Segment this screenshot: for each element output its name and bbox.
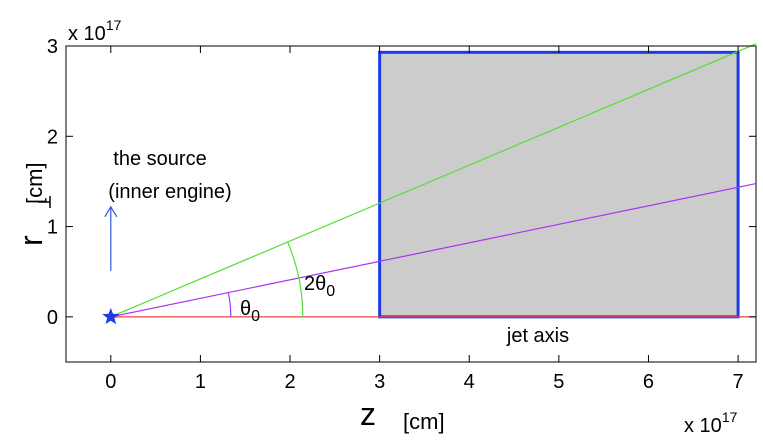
theta-label: θ0	[240, 298, 260, 325]
x-tick-labels: 0 1 2 3 4 5 6 7	[105, 371, 743, 393]
star-icon	[102, 307, 120, 325]
x-tick-label: 3	[374, 371, 385, 393]
x-scale-factor: x 1017	[684, 409, 738, 437]
purple-line	[110, 183, 757, 318]
x-ticks	[110, 46, 739, 362]
green-line	[110, 43, 757, 318]
y-axis-unit: [cm]	[22, 162, 47, 204]
x-tick-label: 6	[643, 371, 654, 393]
theta-angle-arc	[227, 292, 232, 317]
source-label-line2: (inner engine)	[108, 181, 231, 203]
x-tick-label: 5	[553, 371, 564, 393]
x-axis-unit: [cm]	[403, 409, 445, 434]
source-label-line1: the source	[113, 148, 206, 170]
x-tick-label: 0	[105, 371, 116, 393]
x-tick-label: 2	[284, 371, 295, 393]
x-tick-label: 1	[195, 371, 206, 393]
y-scale-factor: x 1017	[68, 17, 122, 45]
y-tick-label: 1	[47, 217, 58, 239]
arrow-up-icon	[104, 205, 118, 218]
y-ticks	[66, 45, 756, 318]
y-tick-label: 2	[47, 126, 58, 148]
y-tick-labels: 0 1 2 3	[47, 36, 58, 329]
x-tick-label: 4	[464, 371, 475, 393]
y-tick-label: 3	[47, 36, 58, 58]
jet-axis-label: jet axis	[506, 325, 569, 347]
shaded-region	[378, 50, 740, 319]
perp-icon	[38, 196, 51, 208]
y-axis-label: r	[13, 235, 49, 246]
two-theta-label: 2θ0	[304, 273, 335, 300]
x-axis-label: z	[360, 396, 376, 432]
y-tick-label: 0	[47, 307, 58, 329]
two-theta-angle-arc	[287, 241, 304, 317]
x-tick-label: 7	[733, 371, 744, 393]
